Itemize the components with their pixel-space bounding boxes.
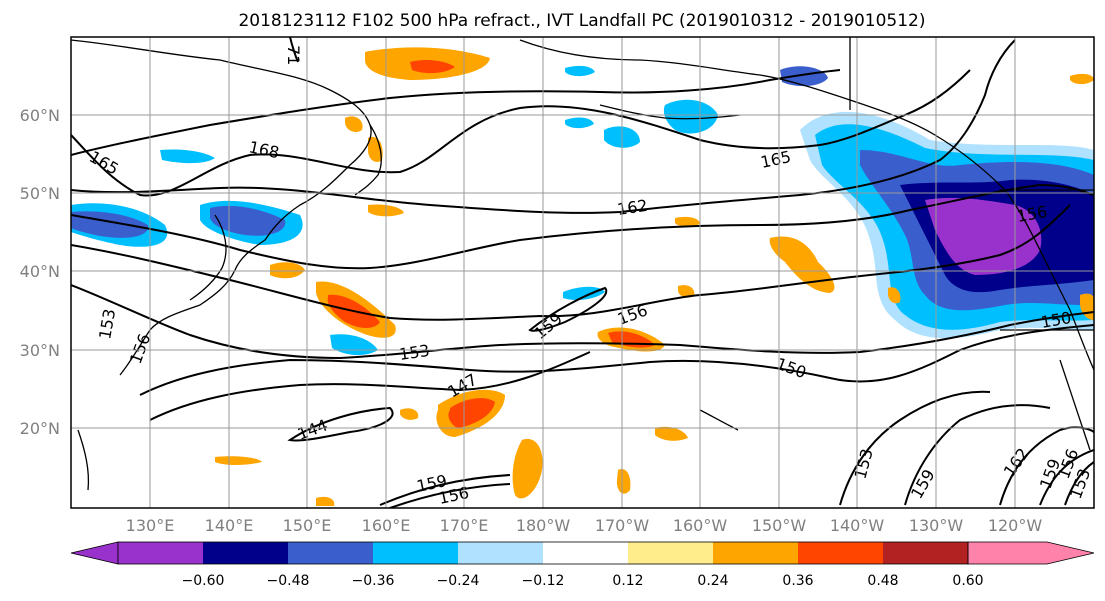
- colorbar-segment: [288, 542, 373, 564]
- colorbar-segment: [628, 542, 713, 564]
- colorbar-tick: 0.60: [952, 573, 983, 589]
- coastline-kamchatka: [354, 124, 382, 196]
- shade-positive-misc2: [345, 116, 363, 133]
- shade-positive-misc14: [678, 285, 695, 298]
- contour-150: [139, 324, 1094, 396]
- colorbar-tick: −0.48: [267, 573, 310, 589]
- lon-label: 180°W: [516, 516, 571, 535]
- lon-label: 140°E: [205, 516, 254, 535]
- contour-east-1: [839, 390, 991, 506]
- lon-label: 130°E: [126, 516, 175, 535]
- colorbar-tick: −0.24: [437, 573, 480, 589]
- shade-positive-misc13: [400, 408, 419, 420]
- contour-label: 71: [284, 45, 303, 65]
- lon-label: 140°W: [830, 516, 885, 535]
- colorbar-tick: −0.36: [352, 573, 395, 589]
- colorbar-tick: 0.24: [697, 573, 728, 589]
- lat-label: 60°N: [20, 106, 60, 125]
- contour-east-5: [1064, 461, 1094, 506]
- lon-label: 170°E: [440, 516, 489, 535]
- colorbar-extend-left: [70, 541, 119, 565]
- contour-south-1: [379, 474, 511, 506]
- contour-159: [71, 183, 1094, 270]
- shaded-regions: [71, 47, 1094, 506]
- lat-label: 40°N: [20, 262, 60, 281]
- shade-negative-mid: [160, 149, 215, 164]
- shade-positive-misc12: [215, 456, 262, 465]
- shade-positive-east: [769, 236, 835, 293]
- colorbar-frame: [117, 541, 969, 565]
- colorbar-tick: 0.36: [782, 573, 813, 589]
- colorbar-segment: [543, 542, 628, 564]
- colorbar-tick: 0.48: [867, 573, 898, 589]
- contour-east-2: [904, 404, 1051, 506]
- coastline-japan: [189, 214, 227, 301]
- shade-positive-north-core: [410, 59, 455, 74]
- shade-positive-south: [512, 438, 543, 499]
- lat-label: 30°N: [20, 341, 60, 360]
- lon-label: 170°W: [595, 516, 650, 535]
- shade-positive-misc3: [270, 262, 305, 279]
- lon-label: 160°W: [673, 516, 728, 535]
- lon-label: 130°W: [909, 516, 964, 535]
- contour-label: 153: [398, 341, 431, 364]
- contour-south-2: [389, 483, 511, 508]
- shade-negative-arctic: [565, 65, 595, 77]
- map-frame: [70, 36, 1095, 509]
- graticule: [71, 37, 1094, 508]
- colorbar-tick: 0.12: [612, 573, 643, 589]
- shade-negative-kamchatka: [663, 99, 718, 134]
- coastline-mexico: [1059, 359, 1091, 451]
- shade-positive-misc7: [675, 216, 700, 227]
- shade-positive-misc8: [316, 496, 335, 506]
- lat-label: 50°N: [20, 184, 60, 203]
- lon-label: 120°W: [988, 516, 1043, 535]
- refractivity-contours: [71, 37, 1094, 508]
- contour-153: [71, 284, 1094, 360]
- latitude-labels: 60°N 50°N 40°N 30°N 20°N: [20, 106, 60, 438]
- shade-negative-akpen: [565, 117, 594, 129]
- colorbar-segment: [798, 542, 883, 564]
- contour-156: [71, 204, 1071, 321]
- lon-label: 150°W: [752, 516, 807, 535]
- colorbar-segment: [458, 542, 543, 564]
- shade-negative-subtrop: [563, 286, 605, 300]
- coastline-philippines: [77, 429, 90, 491]
- shade-positive-subtropics-core: [448, 398, 495, 428]
- shade-positive-misc9: [616, 469, 631, 494]
- shade-positive-misc4: [655, 426, 688, 441]
- colorbar-extend-right: [967, 541, 1095, 565]
- colorbar-segment: [203, 542, 288, 564]
- colorbar-tick: −0.12: [522, 573, 565, 589]
- colorbar-tick: −0.60: [182, 573, 225, 589]
- contour-east-4: [1039, 449, 1094, 506]
- shade-negative-purple: [925, 197, 1042, 275]
- contour-165: [71, 69, 971, 197]
- contour-147: [149, 351, 591, 421]
- colorbar-segment: [883, 542, 968, 564]
- coastline-aleutians: [599, 104, 741, 120]
- contour-144: [287, 406, 394, 442]
- map-panel: 168 165 165 162 159 156 153 150 147 144 …: [70, 36, 1095, 509]
- plot-title: 2018123112 F102 500 hPa refract., IVT La…: [238, 11, 925, 31]
- colorbar-segment: [118, 542, 203, 564]
- coastline-alaska: [519, 39, 1094, 371]
- lon-label: 150°E: [283, 516, 332, 535]
- contour-168: [71, 69, 841, 156]
- shade-positive-misc5: [1070, 73, 1094, 85]
- colorbar-segment: [373, 542, 458, 564]
- longitude-labels: 130°E 140°E 150°E 160°E 170°E 180°W 170°…: [126, 516, 1043, 535]
- shade-positive-misc10: [887, 287, 901, 304]
- contour-closed-1: [528, 286, 608, 332]
- coastline-asia: [71, 39, 372, 376]
- colorbar-segment: [713, 542, 798, 564]
- shade-negative-gulf: [780, 66, 828, 87]
- lat-label: 20°N: [20, 419, 60, 438]
- contour-162: [71, 39, 1016, 214]
- contour-label: 162: [616, 196, 649, 219]
- contour-topleft: [289, 37, 299, 63]
- colorbar: −0.60 −0.48 −0.36 −0.24 −0.12 0.12 0.24 …: [70, 541, 1095, 589]
- lon-label: 160°E: [362, 516, 411, 535]
